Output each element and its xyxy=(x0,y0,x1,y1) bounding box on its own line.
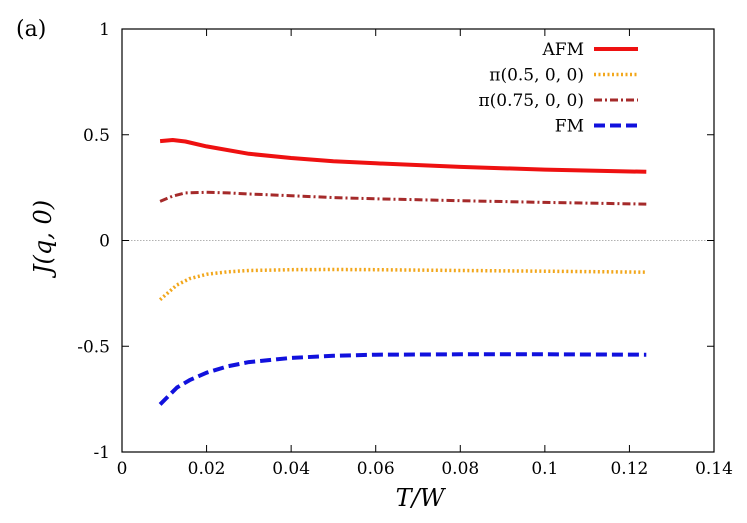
y-tick-label: 1 xyxy=(99,20,110,40)
y-tick-label: 0.5 xyxy=(83,126,110,146)
panel-label: (a) xyxy=(16,17,46,42)
y-axis-label: J(q, 0) xyxy=(29,200,57,279)
x-tick-label: 0.08 xyxy=(441,459,479,479)
series-line-2 xyxy=(159,190,647,206)
y-tick-label: -0.5 xyxy=(77,337,110,357)
plot-frame xyxy=(121,28,715,453)
x-tick-label: 0.02 xyxy=(188,459,226,479)
x-tick-label: 0.1 xyxy=(531,459,558,479)
series-line-3 xyxy=(158,352,647,406)
x-tick-label: 0.06 xyxy=(357,459,395,479)
x-tick-label: 0 xyxy=(117,459,128,479)
y-tick-label: 0 xyxy=(99,232,110,252)
x-axis-label: T/W xyxy=(396,484,447,512)
x-tick-label: 0.14 xyxy=(695,459,733,479)
series-line-1 xyxy=(158,267,647,302)
y-tick-label: -1 xyxy=(93,443,110,463)
legend-label: π(0.75, 0, 0) xyxy=(478,91,584,111)
x-tick-label: 0.12 xyxy=(610,459,648,479)
series-line-0 xyxy=(159,138,647,174)
legend-label: AFM xyxy=(542,40,584,60)
x-tick-label: 0.04 xyxy=(272,459,310,479)
legend-label: FM xyxy=(555,117,584,137)
legend-label: π(0.5, 0, 0) xyxy=(489,66,584,86)
